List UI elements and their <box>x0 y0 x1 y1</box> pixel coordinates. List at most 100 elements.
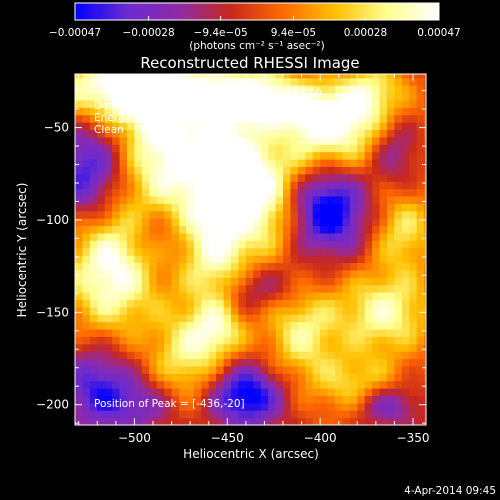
heatmap-cell <box>342 77 351 86</box>
heatmap-cell <box>416 269 425 278</box>
heatmap-cell <box>372 306 381 315</box>
heatmap-cell <box>401 240 410 249</box>
heatmap-cell <box>179 351 188 360</box>
heatmap-cell <box>171 136 180 145</box>
heatmap-cell <box>312 321 321 330</box>
heatmap-cell <box>275 129 284 138</box>
heatmap-cell <box>127 232 136 241</box>
heatmap-cell <box>387 277 396 286</box>
heatmap-cell <box>141 373 150 382</box>
heatmap-cell <box>149 225 158 234</box>
heatmap-cell <box>134 410 143 419</box>
heatmap-cell <box>394 210 403 219</box>
heatmap-cell <box>89 99 98 108</box>
heatmap-cell <box>372 402 381 411</box>
heatmap-cell <box>253 247 262 256</box>
heatmap-cell <box>201 402 210 411</box>
heatmap-cell <box>320 188 329 197</box>
heatmap-cell <box>231 107 240 116</box>
heatmap-cell <box>82 388 91 397</box>
heatmap-cell <box>149 284 158 293</box>
heatmap-cell <box>231 291 240 300</box>
heatmap-cell <box>297 218 306 227</box>
heatmap-cell <box>89 284 98 293</box>
heatmap-cell <box>401 151 410 160</box>
heatmap-cell <box>186 99 195 108</box>
heatmap-cell <box>104 225 113 234</box>
heatmap-cell <box>275 210 284 219</box>
heatmap-cell <box>97 417 106 425</box>
heatmap-cell <box>245 343 254 352</box>
heatmap-cell <box>179 136 188 145</box>
heatmap-cell <box>335 358 344 367</box>
heatmap-cell <box>104 247 113 256</box>
heatmap-cell <box>97 195 106 204</box>
heatmap-cell <box>268 210 277 219</box>
heatmap-cell <box>409 358 418 367</box>
heatmap-cell <box>349 188 358 197</box>
heatmap-cell <box>104 299 113 308</box>
heatmap-cell <box>260 85 269 94</box>
heatmap-cell <box>149 77 158 86</box>
heatmap-cell <box>231 158 240 167</box>
heatmap-cell <box>424 255 426 264</box>
heatmap-cell <box>245 225 254 234</box>
heatmap-cell <box>75 188 84 197</box>
heatmap-cell <box>357 122 366 131</box>
heatmap-cell <box>134 395 143 404</box>
heatmap-cell <box>201 151 210 160</box>
heatmap-cell <box>387 225 396 234</box>
heatmap-cell <box>409 85 418 94</box>
heatmap-cell <box>82 306 91 315</box>
heatmap-cell <box>349 299 358 308</box>
heatmap-cell <box>327 380 336 389</box>
heatmap-cell <box>416 188 425 197</box>
heatmap-cell <box>193 158 202 167</box>
heatmap-cell <box>179 144 188 153</box>
heatmap-cell <box>97 129 106 138</box>
heatmap-cell <box>223 195 232 204</box>
heatmap-cell <box>320 284 329 293</box>
heatmap-cell <box>297 380 306 389</box>
heatmap-cell <box>275 181 284 190</box>
heatmap-cell <box>357 232 366 241</box>
heatmap-cell <box>171 151 180 160</box>
heatmap-cell <box>297 136 306 145</box>
heatmap-cell <box>164 114 173 123</box>
heatmap-cell <box>260 151 269 160</box>
heatmap-cell <box>297 181 306 190</box>
heatmap-cell <box>283 277 292 286</box>
heatmap-cell <box>127 373 136 382</box>
heatmap-cell <box>134 388 143 397</box>
heatmap-cell <box>193 395 202 404</box>
heatmap-cell <box>156 358 165 367</box>
heatmap-cell <box>97 306 106 315</box>
heatmap-cell <box>320 92 329 101</box>
heatmap-cell <box>320 373 329 382</box>
heatmap-cell <box>97 351 106 360</box>
heatmap-cell <box>305 343 314 352</box>
heatmap-cell <box>416 365 425 374</box>
heatmap-cell <box>193 291 202 300</box>
heatmap-cell <box>231 188 240 197</box>
heatmap-cell <box>364 410 373 419</box>
heatmap-cell <box>320 166 329 175</box>
heatmap-cell <box>171 410 180 419</box>
heatmap-cell <box>290 107 299 116</box>
heatmap-cell <box>335 351 344 360</box>
heatmap-cell <box>275 284 284 293</box>
heatmap-cell <box>171 247 180 256</box>
heatmap-cell <box>223 77 232 86</box>
heatmap-cell <box>387 373 396 382</box>
heatmap-cell <box>141 225 150 234</box>
heatmap-cell <box>208 343 217 352</box>
heatmap-cell <box>82 284 91 293</box>
heatmap-cell <box>119 262 128 271</box>
heatmap-cell <box>409 291 418 300</box>
heatmap-cell <box>238 299 247 308</box>
heatmap-cell <box>171 195 180 204</box>
heatmap-cell <box>335 284 344 293</box>
heatmap-cell <box>245 136 254 145</box>
heatmap-cell <box>349 380 358 389</box>
heatmap-cell <box>97 269 106 278</box>
